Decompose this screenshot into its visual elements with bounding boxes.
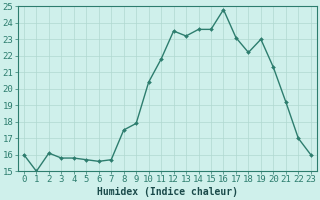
X-axis label: Humidex (Indice chaleur): Humidex (Indice chaleur) (97, 187, 238, 197)
